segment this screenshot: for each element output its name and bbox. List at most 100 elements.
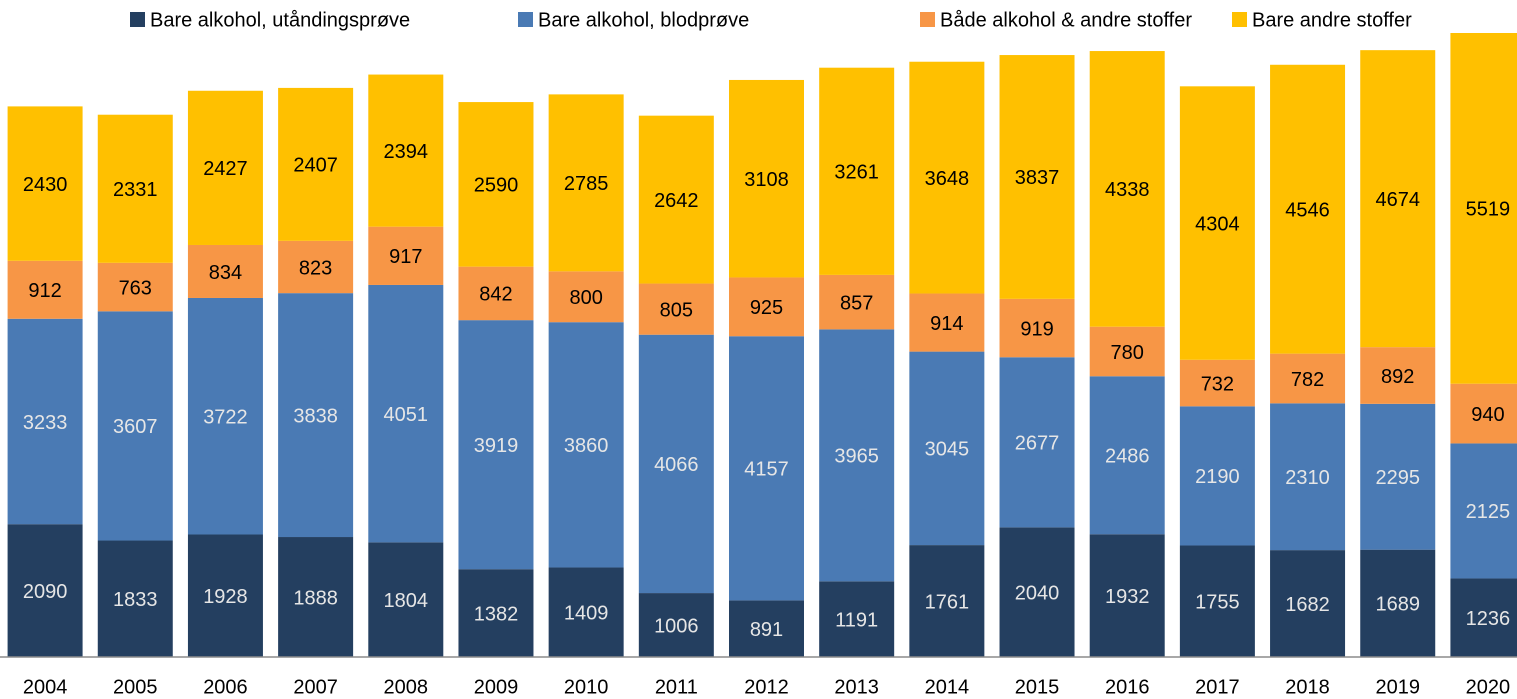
data-label: 2590 — [474, 175, 519, 197]
x-tick-label: 2011 — [655, 676, 698, 698]
bar-segment — [819, 581, 895, 657]
bar-segment — [97, 114, 173, 263]
bar-segment — [1450, 33, 1517, 384]
bar-segment — [999, 298, 1075, 358]
data-label: 823 — [299, 257, 332, 279]
data-label: 780 — [1111, 342, 1144, 364]
data-label: 857 — [840, 292, 873, 314]
legend-swatch — [1232, 12, 1247, 27]
bar-segment — [368, 74, 444, 227]
data-label: 2642 — [654, 190, 699, 212]
data-label: 1006 — [654, 615, 699, 637]
bar-segment — [729, 277, 804, 337]
bar-segment — [1179, 359, 1255, 407]
data-label: 2310 — [1285, 467, 1330, 489]
data-label: 3607 — [113, 416, 158, 438]
bar-segment — [1360, 50, 1436, 348]
data-label: 3648 — [925, 168, 970, 190]
bar-segment — [278, 293, 354, 538]
bar-segment — [187, 534, 263, 657]
data-label: 912 — [28, 280, 61, 302]
data-label: 3965 — [834, 446, 879, 468]
bar-segment — [1089, 326, 1165, 377]
legend-swatch — [130, 12, 145, 27]
data-label: 1236 — [1466, 608, 1511, 630]
x-tick-label: 2009 — [474, 676, 519, 698]
data-label: 4304 — [1195, 213, 1240, 235]
data-label: 1804 — [384, 590, 429, 612]
data-label: 2677 — [1015, 433, 1060, 455]
data-label: 914 — [930, 313, 963, 335]
data-label: 2394 — [384, 141, 429, 163]
x-tick-label: 2010 — [564, 676, 609, 698]
bar-segment — [999, 55, 1075, 299]
x-tick-label: 2020 — [1466, 676, 1511, 698]
bar-segment — [999, 357, 1075, 528]
data-label: 1755 — [1195, 592, 1240, 614]
data-label: 2125 — [1466, 501, 1511, 523]
x-tick-label: 2017 — [1195, 676, 1240, 698]
legend-label: Bare andre stoffer — [1252, 9, 1412, 31]
bar-segment — [909, 351, 985, 546]
bar-segment — [909, 545, 985, 657]
x-tick-label: 2008 — [384, 676, 429, 698]
data-label: 1928 — [203, 586, 248, 608]
bar-segment — [1270, 353, 1346, 404]
data-label: 892 — [1381, 366, 1414, 388]
data-label: 5519 — [1466, 199, 1511, 221]
data-label: 3860 — [564, 435, 609, 457]
bar-segment — [548, 322, 624, 568]
bar-segment — [187, 90, 263, 245]
data-label: 2430 — [23, 174, 68, 196]
x-tick-label: 2019 — [1375, 676, 1420, 698]
data-label: 2040 — [1015, 582, 1060, 604]
data-label: 1932 — [1105, 586, 1150, 608]
bar-segment — [1179, 545, 1255, 657]
bar-segment — [1360, 347, 1436, 404]
data-label: 3722 — [203, 407, 248, 429]
bar-segment — [7, 106, 83, 261]
bar-segment — [1270, 403, 1346, 551]
data-label: 1682 — [1285, 594, 1330, 616]
data-label: 917 — [389, 246, 422, 268]
data-label: 2427 — [203, 158, 248, 180]
bar-segment — [1089, 534, 1165, 657]
legend-swatch — [920, 12, 935, 27]
data-label: 1409 — [564, 603, 609, 625]
data-label: 4546 — [1285, 199, 1330, 221]
legend-swatch — [518, 12, 533, 27]
x-tick-label: 2014 — [925, 676, 970, 698]
data-label: 891 — [750, 619, 783, 641]
data-label: 4051 — [384, 404, 429, 426]
bar-segment — [548, 271, 624, 323]
x-tick-label: 2006 — [203, 676, 248, 698]
bar-segment — [729, 336, 804, 601]
legend-label: Bare alkohol, utåndingsprøve — [150, 9, 410, 31]
bar-segment — [548, 567, 624, 657]
data-label: 2190 — [1195, 466, 1240, 488]
data-label: 4157 — [744, 459, 789, 481]
bar-segment — [458, 102, 534, 267]
bar-segment — [97, 311, 173, 541]
bar-segment — [458, 569, 534, 657]
data-label: 4674 — [1375, 189, 1420, 211]
data-label: 2090 — [23, 581, 68, 603]
bar-segment — [7, 524, 83, 657]
data-label: 3837 — [1015, 167, 1060, 189]
x-tick-label: 2018 — [1285, 676, 1330, 698]
bar-segment — [1360, 549, 1436, 657]
data-label: 732 — [1201, 373, 1234, 395]
data-label: 3838 — [293, 405, 338, 427]
x-tick-label: 2004 — [23, 676, 68, 698]
bar-segment — [1450, 383, 1517, 444]
bar-segment — [97, 262, 173, 312]
x-tick-label: 2013 — [834, 676, 879, 698]
x-tick-label: 2015 — [1015, 676, 1060, 698]
bar-segment — [368, 226, 444, 285]
bar-segment — [187, 297, 263, 535]
data-label: 4338 — [1105, 179, 1150, 201]
data-label: 1191 — [835, 609, 878, 631]
bar-segment — [1270, 64, 1346, 354]
data-label: 1833 — [113, 589, 158, 611]
data-label: 782 — [1291, 369, 1324, 391]
